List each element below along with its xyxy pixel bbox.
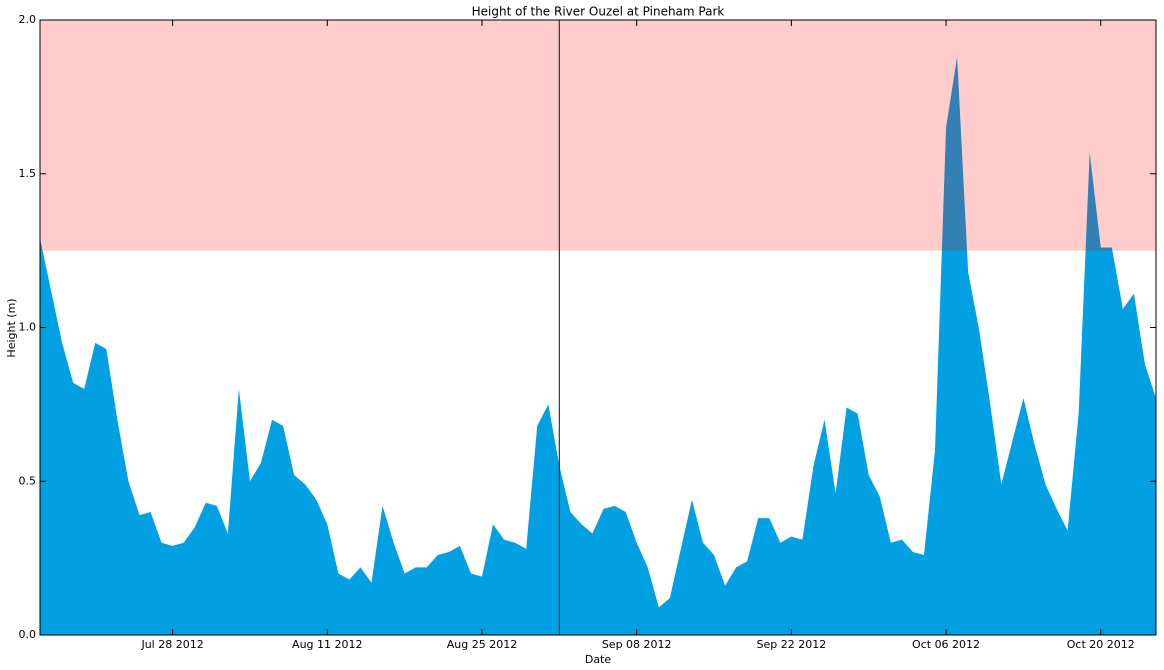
area (40, 56, 1156, 635)
threshold-band (40, 20, 1156, 251)
y-tick-label: 1.0 (19, 321, 37, 334)
x-tick-label: Oct 20 2012 (1067, 638, 1135, 651)
x-tick-label: Aug 11 2012 (292, 638, 362, 651)
x-axis-label: Date (585, 653, 612, 666)
y-tick-label: 2.0 (19, 13, 37, 26)
y-tick-label: 1.5 (19, 167, 37, 180)
x-tick-label: Oct 06 2012 (912, 638, 980, 651)
x-tick-label: Sep 22 2012 (757, 638, 827, 651)
y-tick-label: 0.5 (19, 474, 37, 487)
chart-title: Height of the River Ouzel at Pineham Par… (472, 5, 725, 19)
x-tick-label: Aug 25 2012 (447, 638, 517, 651)
x-tick-label: Jul 28 2012 (140, 638, 203, 651)
y-axis-label: Height (m) (5, 298, 18, 357)
x-tick-label: Sep 08 2012 (602, 638, 672, 651)
y-tick-label: 0.0 (19, 628, 37, 641)
